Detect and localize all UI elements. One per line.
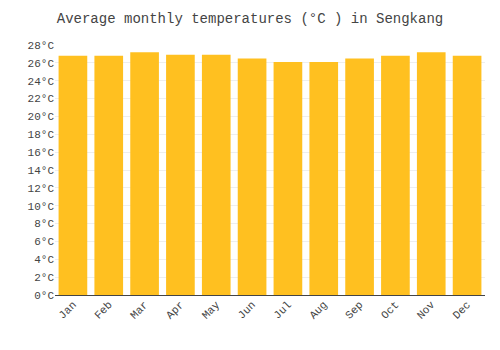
svg-text:10°C: 10°C xyxy=(28,201,55,213)
svg-text:14°C: 14°C xyxy=(28,165,55,177)
svg-text:28°C: 28°C xyxy=(28,40,55,52)
svg-text:Average monthly temperatures (: Average monthly temperatures (°C ) in Se… xyxy=(57,11,443,27)
svg-text:Sep: Sep xyxy=(343,299,365,321)
svg-text:18°C: 18°C xyxy=(28,129,55,141)
svg-text:Jan: Jan xyxy=(56,299,78,321)
svg-text:0°C: 0°C xyxy=(34,290,54,302)
svg-text:22°C: 22°C xyxy=(28,93,55,105)
svg-text:Oct: Oct xyxy=(379,299,401,321)
svg-text:May: May xyxy=(200,299,223,322)
svg-text:Jun: Jun xyxy=(236,299,258,321)
svg-text:2°C: 2°C xyxy=(34,272,54,284)
svg-text:6°C: 6°C xyxy=(34,236,54,248)
svg-text:24°C: 24°C xyxy=(28,76,55,88)
svg-text:12°C: 12°C xyxy=(28,183,55,195)
svg-text:Dec: Dec xyxy=(451,299,473,321)
svg-text:Feb: Feb xyxy=(92,299,114,321)
svg-text:Aug: Aug xyxy=(307,299,329,321)
svg-text:Nov: Nov xyxy=(415,299,438,322)
svg-text:16°C: 16°C xyxy=(28,147,55,159)
svg-text:4°C: 4°C xyxy=(34,254,54,266)
svg-text:20°C: 20°C xyxy=(28,111,55,123)
svg-text:Apr: Apr xyxy=(164,299,186,321)
svg-text:Jul: Jul xyxy=(271,299,293,321)
svg-text:Mar: Mar xyxy=(128,299,150,321)
svg-text:8°C: 8°C xyxy=(34,218,54,230)
svg-text:26°C: 26°C xyxy=(28,58,55,70)
